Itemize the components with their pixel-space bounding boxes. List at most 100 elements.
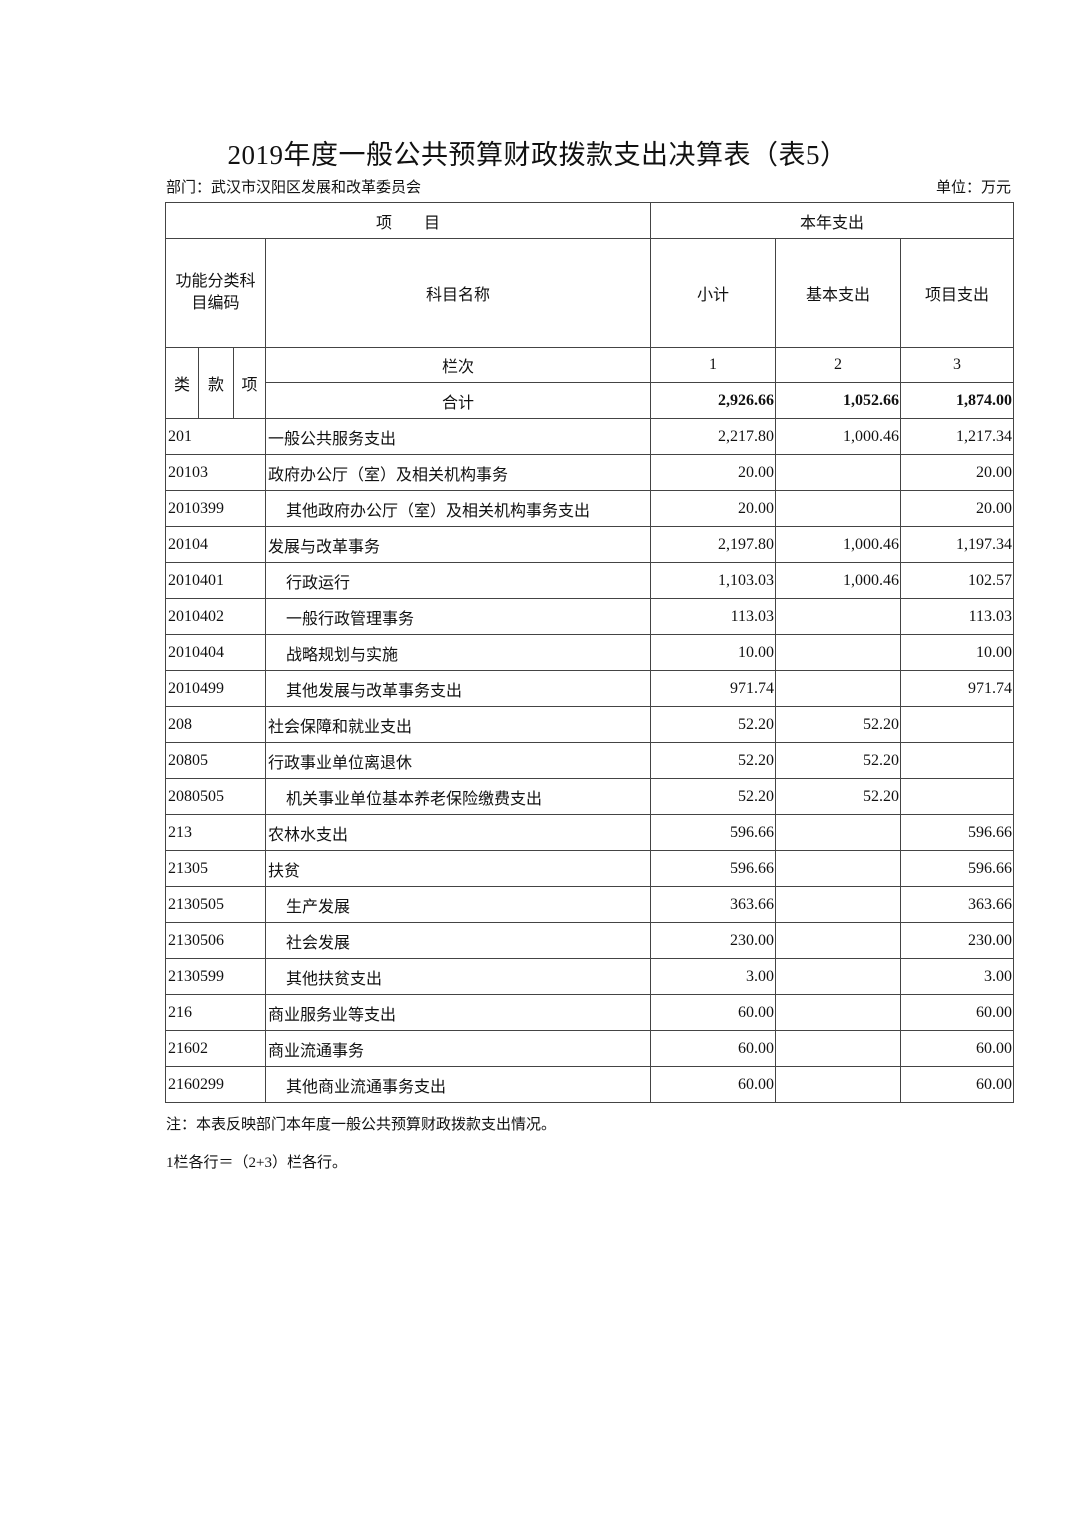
note-line-1: 注：本表反映部门本年度一般公共预算财政拨款支出情况。 <box>166 1117 557 1133</box>
row-subtotal: 1,103.03 <box>650 562 777 599</box>
row-subtotal: 20.00 <box>650 454 777 491</box>
row-subtotal: 52.20 <box>650 778 777 815</box>
row-basic <box>775 1066 902 1103</box>
row-name: 商业服务业等支出 <box>264 994 652 1031</box>
row-project <box>900 742 1015 779</box>
row-project <box>900 706 1015 743</box>
row-project: 3.00 <box>900 958 1015 995</box>
header-kuan: 款 <box>198 347 234 419</box>
row-name: 生产发展 <box>264 886 652 923</box>
note-line-2: 1栏各行＝（2+3）栏各行。 <box>166 1155 347 1171</box>
row-name: 机关事业单位基本养老保险缴费支出 <box>264 778 652 815</box>
row-subtotal: 60.00 <box>650 994 777 1031</box>
row-name: 发展与改革事务 <box>264 526 652 563</box>
row-code: 2160299 <box>165 1066 266 1103</box>
row-basic: 52.20 <box>775 742 902 779</box>
row-basic: 1,000.46 <box>775 562 902 599</box>
table-row: 2130599 其他扶贫支出 3.00 3.00 <box>165 958 1015 995</box>
row-basic: 52.20 <box>775 706 902 743</box>
unit-label: 单位：万元 <box>935 180 1011 196</box>
row-basic: 52.20 <box>775 778 902 815</box>
header-item: 项 目 <box>164 202 652 239</box>
header-xiang: 项 <box>233 347 266 419</box>
row-code: 2130506 <box>165 922 266 959</box>
column-no-label: 栏次 <box>264 347 652 383</box>
row-name: 其他政府办公厅（室）及相关机构事务支出 <box>264 490 652 527</box>
row-code: 2080505 <box>165 778 266 815</box>
header-code: 功能分类科目编码 <box>165 238 266 348</box>
table-row: 216 商业服务业等支出 60.00 60.00 <box>165 994 1015 1031</box>
row-project: 102.57 <box>900 562 1015 599</box>
row-name: 农林水支出 <box>264 814 652 851</box>
table-row: 2010401 行政运行 1,103.03 1,000.46 102.57 <box>165 562 1015 599</box>
total-subtotal: 2,926.66 <box>650 382 777 419</box>
row-code: 20805 <box>165 742 266 779</box>
row-basic <box>775 598 902 635</box>
row-code: 201 <box>165 418 266 455</box>
table-row: 2130506 社会发展 230.00 230.00 <box>165 922 1015 959</box>
row-name: 其他发展与改革事务支出 <box>264 670 652 707</box>
table-row: 2010402 一般行政管理事务 113.03 113.03 <box>165 598 1015 635</box>
row-code: 2010499 <box>165 670 266 707</box>
row-basic: 1,000.46 <box>775 418 902 455</box>
row-name: 一般行政管理事务 <box>264 598 652 635</box>
row-name: 行政运行 <box>264 562 652 599</box>
row-subtotal: 596.66 <box>650 850 777 887</box>
column-no-1: 1 <box>650 347 777 383</box>
header-current-year: 本年支出 <box>650 202 1015 239</box>
row-basic <box>775 886 902 923</box>
table-row: 208 社会保障和就业支出 52.20 52.20 <box>165 706 1015 743</box>
row-code: 20104 <box>165 526 266 563</box>
total-label: 合计 <box>264 382 652 419</box>
row-subtotal: 3.00 <box>650 958 777 995</box>
header-name: 科目名称 <box>264 238 652 348</box>
row-subtotal: 60.00 <box>650 1030 777 1067</box>
table-row: 21305 扶贫 596.66 596.66 <box>165 850 1015 887</box>
table-row: 2080505 机关事业单位基本养老保险缴费支出 52.20 52.20 <box>165 778 1015 815</box>
expenditure-table: 项 目 本年支出 功能分类科目编码 科目名称 小计 基本支出 项目支出 类 款 … <box>164 202 1015 1103</box>
row-subtotal: 10.00 <box>650 634 777 671</box>
row-project: 1,217.34 <box>900 418 1015 455</box>
row-code: 2010402 <box>165 598 266 635</box>
row-subtotal: 2,217.80 <box>650 418 777 455</box>
row-basic <box>775 490 902 527</box>
row-name: 其他扶贫支出 <box>264 958 652 995</box>
row-project: 20.00 <box>900 490 1015 527</box>
header-subtotal: 小计 <box>650 238 777 348</box>
row-subtotal: 113.03 <box>650 598 777 635</box>
row-basic <box>775 1030 902 1067</box>
table-row: 213 农林水支出 596.66 596.66 <box>165 814 1015 851</box>
column-no-2: 2 <box>775 347 902 383</box>
row-code: 20103 <box>165 454 266 491</box>
row-name: 社会发展 <box>264 922 652 959</box>
row-subtotal: 363.66 <box>650 886 777 923</box>
row-name: 政府办公厅（室）及相关机构事务 <box>264 454 652 491</box>
row-subtotal: 230.00 <box>650 922 777 959</box>
row-basic <box>775 958 902 995</box>
row-project: 60.00 <box>900 1066 1015 1103</box>
department-label: 部门：武汉市汉阳区发展和改革委员会 <box>166 180 422 196</box>
row-code: 21602 <box>165 1030 266 1067</box>
row-code: 213 <box>165 814 266 851</box>
row-name: 社会保障和就业支出 <box>264 706 652 743</box>
row-project: 60.00 <box>900 994 1015 1031</box>
row-code: 2010404 <box>165 634 266 671</box>
row-basic <box>775 814 902 851</box>
row-project: 596.66 <box>900 814 1015 851</box>
row-basic <box>775 994 902 1031</box>
table-row: 2160299 其他商业流通事务支出 60.00 60.00 <box>165 1066 1015 1103</box>
row-subtotal: 2,197.80 <box>650 526 777 563</box>
total-project: 1,874.00 <box>900 382 1015 419</box>
row-basic <box>775 850 902 887</box>
page-title: 2019年度一般公共预算财政拨款支出决算表（表5） <box>227 140 848 170</box>
row-name: 行政事业单位离退休 <box>264 742 652 779</box>
row-name: 战略规划与实施 <box>264 634 652 671</box>
row-project: 113.03 <box>900 598 1015 635</box>
header-basic: 基本支出 <box>775 238 902 348</box>
row-project: 363.66 <box>900 886 1015 923</box>
row-code: 216 <box>165 994 266 1031</box>
row-name: 其他商业流通事务支出 <box>264 1066 652 1103</box>
row-name: 一般公共服务支出 <box>264 418 652 455</box>
row-subtotal: 20.00 <box>650 490 777 527</box>
table-row: 2010399 其他政府办公厅（室）及相关机构事务支出 20.00 20.00 <box>165 490 1015 527</box>
